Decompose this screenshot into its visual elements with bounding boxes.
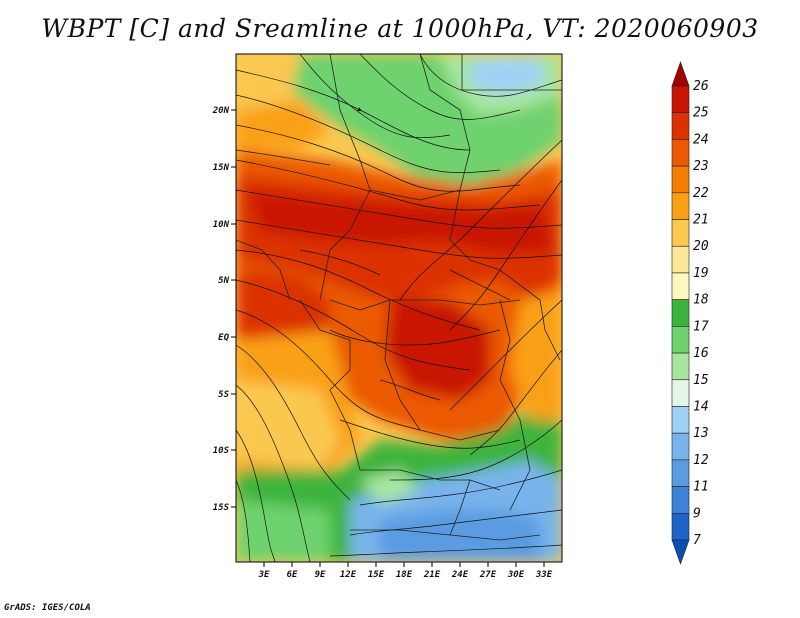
colorbar-segment [671, 352, 690, 381]
colorbar-label: 23 [693, 159, 709, 174]
lon-label: 27E [479, 570, 497, 580]
lat-label: 5N [218, 276, 229, 286]
colorbar-segment [671, 299, 690, 327]
lon-label: 9E [315, 570, 326, 580]
lat-label: 5S [218, 390, 229, 400]
colorbar-segment [671, 85, 690, 114]
lon-label: 33E [535, 570, 553, 580]
lat-ticks [231, 109, 236, 508]
lon-label: 18E [396, 570, 413, 580]
map-frame [235, 53, 563, 563]
country-borders [236, 54, 562, 541]
colorbar-label: 18 [693, 293, 709, 308]
colorbar-segment [671, 272, 690, 300]
colorbar-segment [671, 165, 690, 194]
lat-label: 15N [213, 163, 230, 173]
lat-label: 10S [213, 446, 230, 456]
colorbar: 26 25 24 23 22 21 20 19 18 17 16 15 14 13 12 11 9 7 [671, 61, 709, 565]
lon-label: 24E [451, 570, 469, 580]
streamlines [236, 54, 562, 562]
colorbar-arrow-bottom [671, 539, 690, 565]
colorbar-label: 9 [693, 506, 701, 521]
colorbar-label: 16 [693, 346, 709, 361]
colorbar-label: 17 [693, 319, 709, 334]
lon-label: 21E [423, 570, 441, 580]
colorbar-label: 13 [693, 426, 709, 441]
colorbar-label: 15 [693, 373, 709, 388]
colorbar-arrow-top [671, 61, 690, 87]
colorbar-segment [671, 245, 690, 274]
lon-label: 30E [507, 570, 525, 580]
colorbar-segment [671, 139, 690, 167]
colorbar-label: 14 [693, 399, 709, 414]
lon-label: 3E [258, 570, 270, 580]
colorbar-label: 26 [693, 79, 709, 94]
colorbar-label: 11 [693, 480, 709, 495]
lon-ticks [263, 562, 545, 567]
colorbar-segment [671, 512, 690, 541]
colorbar-segment [671, 192, 690, 220]
lon-label: 6E [287, 570, 298, 580]
lat-label: 15S [213, 503, 230, 513]
lon-label: 12E [340, 570, 357, 580]
colorbar-label: 19 [693, 266, 709, 281]
wbpt-field [236, 54, 562, 562]
colorbar-segment [671, 459, 690, 487]
colorbar-label: 12 [693, 453, 709, 468]
colorbar-segment [671, 432, 690, 461]
colorbar-segment [671, 219, 690, 247]
lat-label: 10N [213, 220, 230, 230]
colorbar-segment [671, 326, 690, 354]
colorbar-segment [671, 486, 690, 514]
colorbar-segment [671, 406, 690, 434]
colorbar-segment [671, 379, 690, 407]
colorbar-label: 7 [693, 533, 701, 548]
footer-credit: GrADS: IGES/COLA [4, 603, 91, 613]
colorbar-segment [671, 112, 690, 140]
colorbar-label: 25 [693, 106, 709, 121]
colorbar-label: 20 [693, 239, 709, 254]
colorbar-label: 22 [693, 186, 709, 201]
colorbar-label: 24 [693, 132, 709, 147]
chart-title: WBPT [C] and Sreamline at 1000hPa, VT: 2… [41, 14, 759, 43]
lat-label: EQ [218, 333, 229, 343]
lat-label: 20N [212, 106, 230, 116]
colorbar-label: 21 [693, 213, 709, 228]
lon-label: 15E [368, 570, 385, 580]
